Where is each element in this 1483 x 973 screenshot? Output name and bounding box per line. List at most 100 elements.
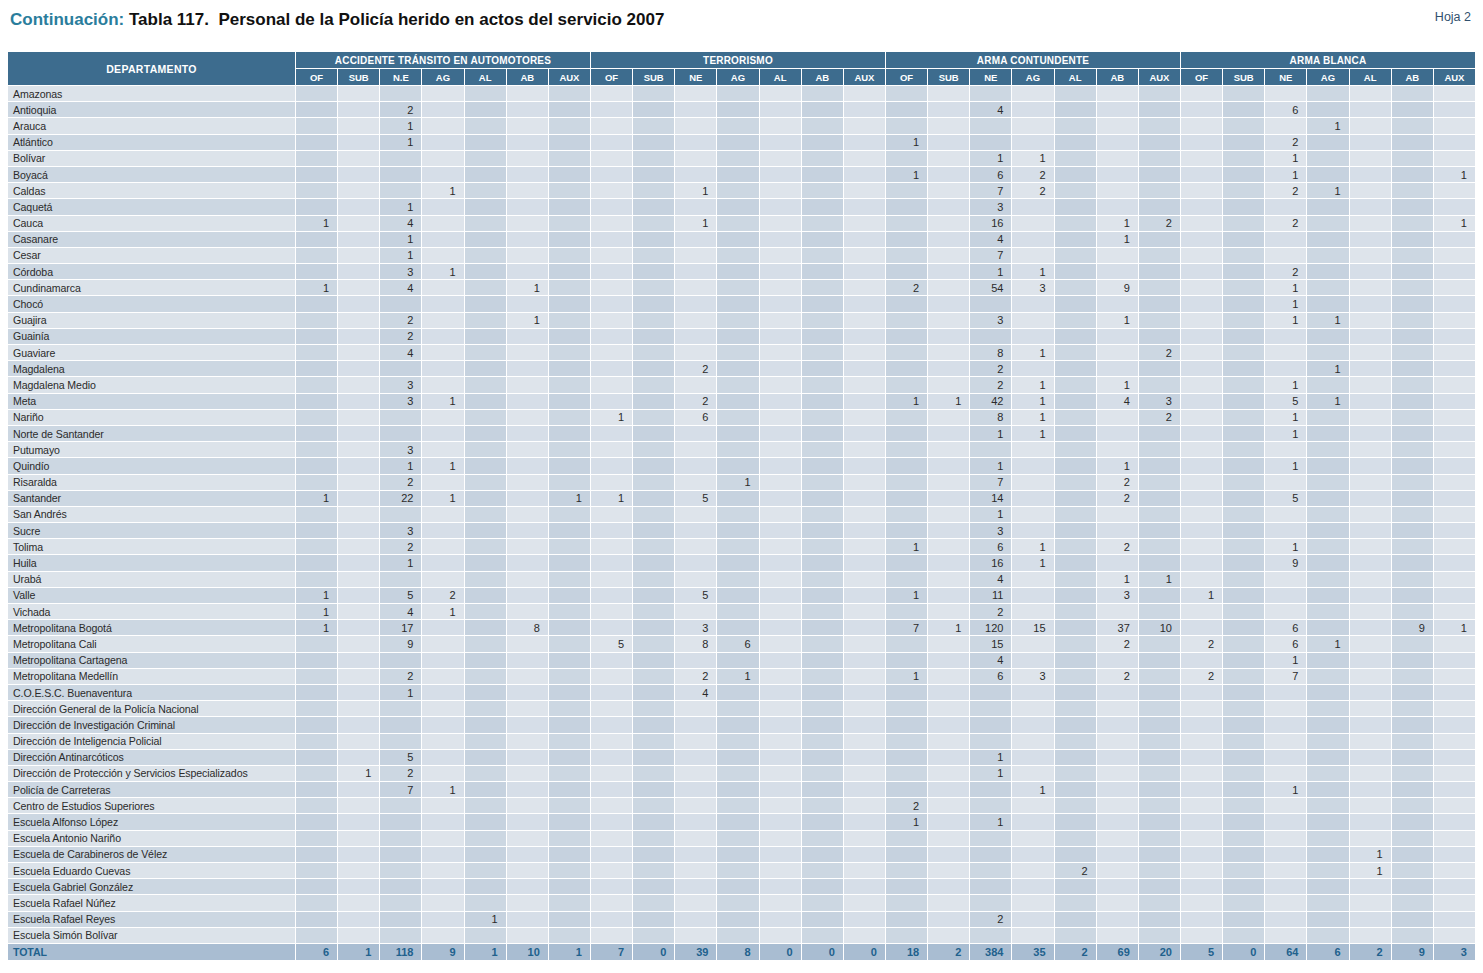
table-cell [633,766,674,781]
table-cell [675,831,716,846]
table-cell [760,410,801,425]
table-cell [1392,264,1433,279]
table-cell [675,701,716,716]
table-cell: 2 [970,912,1011,927]
table-cell [1012,232,1053,247]
table-cell [1097,734,1138,749]
table-cell [1055,102,1096,117]
table-cell [507,329,548,344]
table-cell [928,879,969,894]
table-cell [591,847,632,862]
table-cell [1181,264,1222,279]
department-cell: Cesar [8,248,295,263]
table-cell [1181,442,1222,457]
total-cell-value: 2 [1350,944,1391,960]
table-cell [422,879,463,894]
table-cell [549,782,590,797]
table-cell [1350,135,1391,150]
table-cell [1350,555,1391,570]
table-cell [549,912,590,927]
table-cell [928,782,969,797]
table-cell [1350,636,1391,651]
table-cell [1392,523,1433,538]
table-cell [549,555,590,570]
table-cell [717,766,758,781]
table-cell [633,669,674,684]
table-cell [1139,248,1180,263]
table-cell [1097,701,1138,716]
table-cell [1097,86,1138,101]
table-cell [422,798,463,813]
table-cell [1223,912,1264,927]
table-cell [717,410,758,425]
table-cell [844,313,885,328]
department-cell: Metropolitana Cali [8,636,295,651]
table-cell [760,86,801,101]
table-cell [886,458,927,473]
table-cell [422,102,463,117]
table-cell [1392,831,1433,846]
table-cell [760,653,801,668]
table-cell [717,491,758,506]
table-cell [465,539,506,554]
table-cell [591,216,632,231]
table-cell [970,734,1011,749]
table-cell [549,151,590,166]
department-cell: Escuela Eduardo Cuevas [8,863,295,878]
table-cell [1307,879,1348,894]
table-cell [1434,329,1475,344]
table-cell [422,361,463,376]
department-cell: Magdalena Medio [8,377,295,392]
table-cell [760,232,801,247]
table-cell [1223,118,1264,133]
department-cell: Amazonas [8,86,295,101]
table-cell [1097,442,1138,457]
table-cell [1139,895,1180,910]
table-cell [1055,377,1096,392]
table-cell [296,895,337,910]
table-cell [760,879,801,894]
table-cell [1265,588,1306,603]
table-cell [633,798,674,813]
table-cell [928,572,969,587]
table-cell: 4 [970,102,1011,117]
table-cell: 7 [380,782,421,797]
table-cell [338,588,379,603]
table-cell [591,863,632,878]
table-cell [675,912,716,927]
table-cell [549,118,590,133]
table-cell [633,653,674,668]
table-cell [633,912,674,927]
table-cell [1012,102,1053,117]
table-cell [1392,296,1433,311]
table-cell [717,604,758,619]
table-cell [886,232,927,247]
table-cell: 2 [380,539,421,554]
table-cell [760,847,801,862]
table-cell: 15 [1012,620,1053,635]
department-cell: Bolívar [8,151,295,166]
table-cell [633,863,674,878]
table-cell [591,102,632,117]
table-cell [422,734,463,749]
table-cell [1392,248,1433,263]
table-cell [1012,86,1053,101]
table-cell [1181,377,1222,392]
table-cell [1392,766,1433,781]
table-cell [1350,734,1391,749]
table-cell [1434,361,1475,376]
table-cell [1350,523,1391,538]
total-cell-value: 0 [760,944,801,960]
table-cell [507,361,548,376]
table-cell [1181,135,1222,150]
table-cell [844,879,885,894]
table-cell [338,377,379,392]
table-cell: 1 [1307,361,1348,376]
table-cell [802,199,843,214]
table-cell [1307,296,1348,311]
table-cell [633,879,674,894]
table-cell [886,555,927,570]
table-cell [633,507,674,522]
table-cell [1055,928,1096,943]
table-cell: 54 [970,280,1011,295]
